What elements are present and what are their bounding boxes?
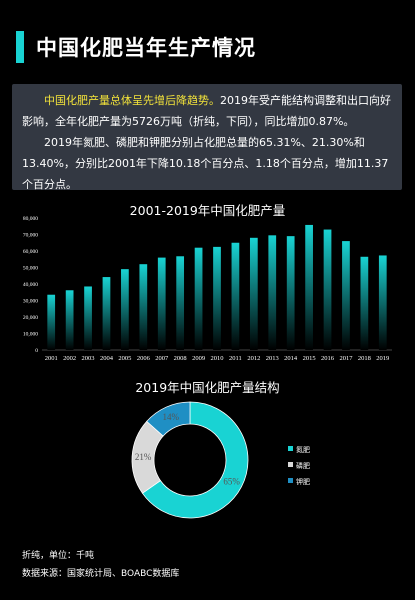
bar-2007 <box>157 257 166 350</box>
bar-chart: 0 10,000 20,000 30,000 40,000 50,000 60,000 70,… <box>23 216 392 362</box>
bar-2017 <box>342 241 350 350</box>
bar-2012 <box>249 237 258 350</box>
x-tick-label: 2001 <box>45 355 58 362</box>
legend-label: 氮肥 <box>296 445 310 454</box>
summary-paragraph-1: 中国化肥产量总体呈先增后降趋势。2019年受产能结构调整和出口向好影响，全年化肥… <box>22 90 392 132</box>
bar-2006 <box>139 264 148 350</box>
title-accent-bar <box>16 31 24 63</box>
pie-chart-title: 2019年中国化肥产量结构 <box>135 380 280 395</box>
bar-chart-title: 2001-2019年中国化肥产量 <box>129 203 286 218</box>
x-tick-label: 2002 <box>63 355 76 362</box>
legend-swatch <box>288 462 293 467</box>
summary-paragraph-2: 2019年氮肥、磷肥和钾肥分别占化肥总量的65.31%、21.30%和13.40… <box>22 136 389 191</box>
x-tick-label: 2005 <box>118 355 131 362</box>
donut-slice-1 <box>141 401 249 519</box>
y-tick-label: 60,000 <box>23 249 38 255</box>
donut-slice-3 <box>146 401 191 437</box>
bar-2003 <box>84 286 92 350</box>
source-note: 数据来源：国家统计局、BOABC数据库 <box>22 569 180 579</box>
bar-2015 <box>305 224 313 350</box>
summary-box: 中国化肥产量总体呈先增后降趋势。2019年受产能结构调整和出口向好影响，全年化肥… <box>12 84 402 191</box>
x-tick-label: 2009 <box>192 355 205 362</box>
y-tick-label: 0 <box>35 348 38 354</box>
bar-2001 <box>47 294 56 350</box>
bar-2008 <box>176 256 185 350</box>
x-tick-label: 2007 <box>155 355 169 362</box>
x-tick-label: 2016 <box>321 355 335 362</box>
slice-percent-label: 21% <box>135 452 152 462</box>
x-tick-label: 2010 <box>211 355 224 362</box>
bar-2016 <box>323 229 332 350</box>
x-tick-label: 2008 <box>174 355 187 362</box>
bar-2019 <box>378 255 387 350</box>
x-tick-label: 2012 <box>247 355 260 362</box>
bar-2005 <box>121 269 129 350</box>
bar-2002 <box>65 290 74 350</box>
page-header: 中国化肥当年生产情况 <box>16 30 256 64</box>
legend-label: 钾肥 <box>296 477 310 486</box>
x-tick-label: 2013 <box>266 355 279 362</box>
bar-2004 <box>102 277 111 350</box>
y-tick-label: 10,000 <box>23 332 38 338</box>
summary-text-1: 2019年受产能结构调整和出口向好影响，全年化肥产量为5726万吨（折纯，下同）… <box>22 94 391 128</box>
x-tick-label: 2006 <box>137 355 151 362</box>
bar-2018 <box>360 256 369 350</box>
page-title: 中国化肥当年生产情况 <box>36 36 256 60</box>
x-tick-label: 2014 <box>284 355 298 362</box>
legend-label: 磷肥 <box>296 461 310 470</box>
summary-highlight: 中国化肥产量总体呈先增后降趋势。 <box>44 94 220 107</box>
bar-2010 <box>213 246 221 350</box>
y-tick-label: 40,000 <box>23 282 38 288</box>
x-tick-label: 2018 <box>358 355 371 362</box>
x-tick-label: 2015 <box>303 355 316 362</box>
y-tick-label: 50,000 <box>23 266 38 272</box>
unit-note: 折纯，单位：千吨 <box>22 551 95 561</box>
y-tick-label: 20,000 <box>23 315 38 321</box>
y-tick-label: 80,000 <box>23 216 38 222</box>
legend-swatch <box>288 478 293 483</box>
bar-2014 <box>286 236 295 350</box>
x-tick-label: 2003 <box>82 355 95 362</box>
y-tick-label: 30,000 <box>23 299 38 305</box>
legend-swatch <box>288 446 293 451</box>
x-tick-label: 2004 <box>100 355 114 362</box>
bar-2009 <box>194 247 203 350</box>
slice-percent-label: 65% <box>223 477 240 487</box>
x-tick-label: 2019 <box>376 355 389 362</box>
y-tick-label: 70,000 <box>23 233 38 239</box>
x-tick-label: 2017 <box>339 355 353 362</box>
x-tick-label: 2011 <box>229 355 242 362</box>
bar-2011 <box>231 242 240 350</box>
bar-2013 <box>268 235 277 350</box>
slice-percent-label: 14% <box>163 412 180 422</box>
